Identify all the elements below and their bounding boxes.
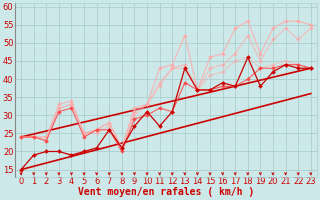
X-axis label: Vent moyen/en rafales ( km/h ): Vent moyen/en rafales ( km/h ): [78, 187, 254, 197]
